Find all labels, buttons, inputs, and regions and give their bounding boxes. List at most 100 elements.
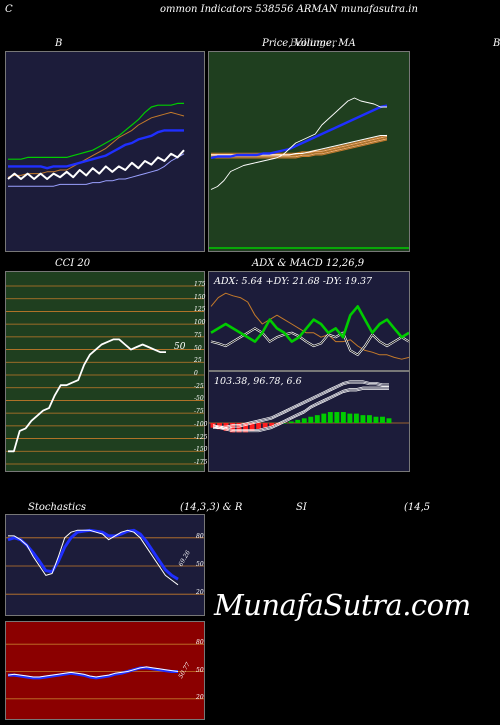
macd-histogram-bar (275, 423, 281, 425)
macd-histogram-bar (269, 423, 275, 427)
bollinger-chart (7, 102, 185, 187)
cci-tick-label: 175 (194, 281, 206, 288)
macd-panel (208, 371, 410, 472)
header-left-fragment: C (5, 4, 13, 15)
macd-histogram-bar (360, 415, 366, 423)
rsi-tick-label: 20 (196, 693, 204, 701)
macd-line-0 (213, 380, 389, 427)
rsi-tick-label: 50 (196, 666, 204, 674)
macd-histogram-bar (386, 418, 392, 423)
bb-upper-line (8, 102, 184, 160)
stochastics-panel (5, 514, 205, 616)
rsi-params-label: (14,5 (404, 502, 431, 513)
cci-tick-label: 0 (194, 370, 198, 377)
macd-histogram-bar (301, 418, 307, 423)
rsi-d-line (8, 666, 178, 680)
macd-histogram-bar (308, 416, 314, 423)
cci-line (8, 338, 166, 453)
cci-tick-label: -150 (194, 446, 208, 454)
chart-page-title: ommon Indicators 538556 ARMAN munafasutr… (160, 4, 418, 15)
price-ma-label: Price, Volume, MA (262, 38, 356, 49)
macd-histogram-bar (334, 412, 340, 423)
macd-histogram-bar (373, 416, 379, 423)
cci-tick-label: 150 (194, 293, 206, 301)
macd-histogram-bar (295, 419, 301, 423)
macd-histogram-bar (353, 413, 359, 423)
price-line (210, 97, 387, 190)
macd-histogram-bar (321, 413, 327, 423)
cci-tick-label: 75 (194, 331, 202, 339)
stochastics-tick-label: 80 (196, 532, 204, 540)
cci-tick-label: -125 (194, 433, 208, 441)
macd-readout: 103.38, 96.78, 6.6 (214, 376, 302, 387)
cci-tick-label: -25 (194, 382, 204, 390)
macd-chart (209, 380, 409, 433)
macd-histogram-bar (230, 423, 235, 433)
cci-chart (6, 285, 204, 465)
price-ma-panel (208, 51, 410, 252)
rsi-panel (5, 621, 205, 720)
signal-line-1 (212, 387, 389, 431)
cci-tick-label: -175 (194, 459, 208, 466)
macd-histogram-bar (288, 421, 294, 423)
cci-tick-label: 25 (194, 357, 202, 365)
macd-histogram-bar (210, 423, 216, 428)
macd-histogram-bar (340, 412, 346, 423)
macd-histogram-bar (367, 415, 372, 423)
cci-tick-label: -100 (194, 420, 208, 428)
adx-line (210, 292, 409, 360)
stochastics-k-line (8, 529, 179, 586)
cci-tick-label: 50 (194, 344, 202, 352)
macd-histogram-bar (347, 413, 353, 423)
macd-histogram-bar (314, 415, 320, 423)
ma-band-line-4 (211, 134, 388, 154)
bb-middle-line (8, 129, 184, 170)
adx-macd-label: ADX & MACD 12,26,9 (252, 258, 365, 269)
macd-line-2 (213, 382, 389, 429)
ma-band-line-0 (211, 139, 388, 159)
adx-readout: ADX: 5.64 +DY: 21.68 -DY: 19.37 (214, 276, 373, 287)
ma-fast-line (210, 104, 388, 160)
cci-tick-label: -75 (194, 408, 204, 416)
signal-line-0 (212, 386, 389, 430)
bollinger-label: B (55, 38, 63, 49)
brand-watermark: MunafaSutra.com (214, 588, 471, 622)
bb-aux-line (8, 153, 185, 187)
macd-histogram-bar (236, 423, 242, 433)
stochastics-params-label: (14,3,3) & R (180, 502, 243, 513)
bb-lower-line (7, 111, 185, 178)
adx-panel (208, 271, 410, 371)
rsi-k-line (7, 666, 179, 678)
macd-histogram-bar (262, 423, 268, 428)
right-fragment-label: B (493, 38, 500, 49)
adx-chart (210, 292, 409, 360)
macd-histogram-bar (256, 423, 262, 430)
rsi-chart (6, 643, 204, 700)
macd-histogram-bar (327, 412, 333, 423)
macd-histogram-bar (380, 416, 385, 423)
ma-band-line-1 (211, 138, 388, 158)
macd-histogram-bar (223, 423, 229, 431)
cci-panel (5, 271, 205, 472)
plus-di-line (210, 305, 409, 343)
rsi-tick-label: 80 (196, 639, 204, 647)
stochastics-chart (6, 528, 204, 595)
cci-tick-label: -50 (194, 395, 204, 403)
macd-histogram-bar (249, 423, 255, 431)
cci-label: CCI 20 (55, 258, 91, 269)
bb-price-line (7, 149, 185, 180)
cci-tick-label: 125 (194, 306, 206, 314)
macd-line-1 (213, 381, 389, 428)
rsi-label: SI (296, 502, 307, 513)
macd-histogram-bar (243, 423, 249, 433)
cci-tick-label: 100 (194, 319, 206, 327)
stochastics-tick-label: 50 (196, 561, 204, 568)
price-ma-overlap-label: Bollinger (290, 38, 337, 49)
bollinger-panel (5, 51, 205, 252)
cci-last-value: 50 (174, 342, 186, 352)
macd-histogram-bar (282, 423, 288, 424)
price-ma-chart (209, 97, 409, 249)
stochastics-tick-label: 20 (196, 589, 204, 597)
stochastics-label: Stochastics (28, 502, 86, 513)
signal-line-2 (212, 389, 389, 433)
